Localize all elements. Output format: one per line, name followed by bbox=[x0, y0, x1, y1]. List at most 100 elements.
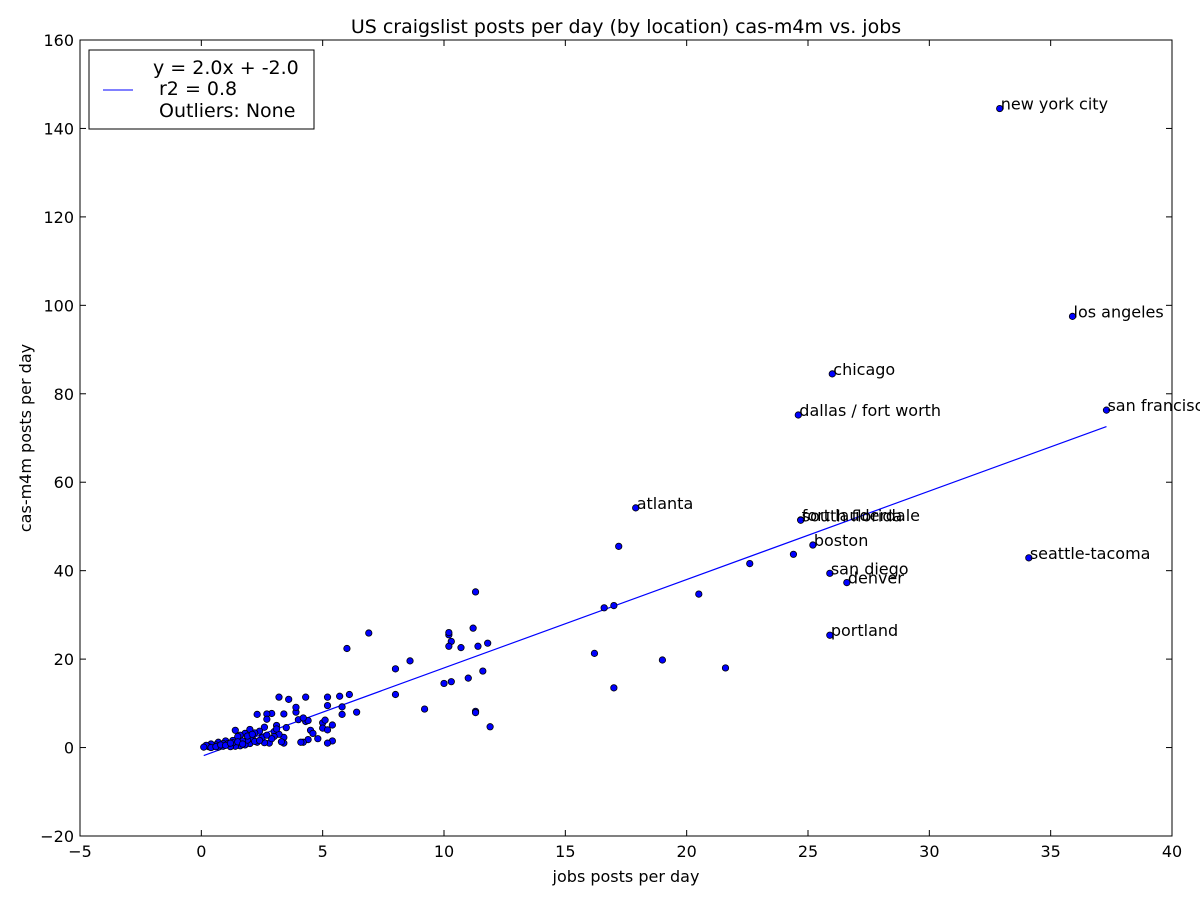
data-point bbox=[610, 602, 618, 610]
point-label: san diego bbox=[831, 559, 909, 578]
data-point bbox=[323, 693, 332, 701]
data-point bbox=[321, 716, 329, 724]
x-tick-label: 30 bbox=[919, 842, 939, 861]
data-point bbox=[479, 667, 487, 675]
point-label: denver bbox=[848, 569, 904, 588]
data-point bbox=[464, 674, 472, 682]
y-tick-label: 120 bbox=[43, 208, 74, 227]
point-label: chicago bbox=[833, 360, 895, 379]
point-label: atlanta bbox=[637, 494, 694, 513]
data-point bbox=[345, 690, 353, 699]
data-point bbox=[338, 703, 346, 711]
data-point bbox=[695, 590, 703, 598]
data-point bbox=[353, 708, 361, 716]
x-tick-label: 5 bbox=[318, 842, 328, 861]
x-tick-label: 10 bbox=[434, 842, 454, 861]
data-point bbox=[469, 624, 477, 632]
data-point bbox=[343, 644, 351, 653]
y-tick-label: 20 bbox=[54, 650, 74, 669]
x-tick-label: 0 bbox=[196, 842, 206, 861]
x-tick-label: 25 bbox=[798, 842, 818, 861]
legend-equation: y = 2.0x + -2.0 bbox=[153, 57, 299, 79]
x-tick-label: 40 bbox=[1162, 842, 1182, 861]
data-point bbox=[471, 588, 480, 596]
legend-outliers: Outliers: None bbox=[159, 100, 295, 122]
data-point bbox=[323, 726, 332, 734]
data-point bbox=[323, 701, 332, 710]
data-point bbox=[615, 542, 623, 550]
x-tick-label: 35 bbox=[1040, 842, 1060, 861]
labeled-data-point bbox=[809, 541, 817, 549]
data-point bbox=[610, 684, 618, 692]
data-point bbox=[658, 656, 667, 664]
labeled-data-point bbox=[797, 516, 805, 524]
labeled-data-point bbox=[826, 569, 834, 577]
data-point bbox=[277, 738, 286, 746]
data-point bbox=[299, 714, 307, 722]
data-points bbox=[200, 104, 1111, 752]
x-tick-label: −5 bbox=[68, 842, 92, 861]
data-point bbox=[789, 550, 798, 558]
chart-title: US craigslist posts per day (by location… bbox=[351, 16, 901, 38]
y-tick-label: −20 bbox=[40, 827, 74, 846]
y-tick-label: 60 bbox=[54, 473, 74, 492]
data-point bbox=[309, 729, 317, 738]
data-point bbox=[255, 736, 264, 745]
labeled-data-point bbox=[1025, 554, 1033, 562]
y-tick-label: 140 bbox=[43, 119, 74, 138]
axis-ticks: −5 0 5 10 15 20 25 30 35 40 −20 0 20 40 60 80 100 120 140 1… bbox=[40, 31, 1182, 861]
labeled-data-point bbox=[843, 579, 851, 587]
data-point bbox=[238, 740, 247, 748]
data-point bbox=[275, 693, 283, 701]
data-point bbox=[721, 664, 730, 672]
labeled-data-point bbox=[632, 504, 640, 512]
data-point bbox=[226, 739, 235, 747]
labeled-data-point bbox=[1102, 406, 1111, 414]
x-tick-label: 15 bbox=[555, 842, 575, 861]
data-point bbox=[297, 738, 305, 746]
labeled-data-point bbox=[996, 104, 1004, 113]
data-point bbox=[323, 739, 332, 747]
data-point bbox=[292, 703, 300, 711]
data-point bbox=[263, 715, 271, 723]
point-label: south florida bbox=[802, 506, 903, 525]
data-point bbox=[440, 679, 448, 688]
y-tick-label: 80 bbox=[54, 385, 74, 404]
y-tick-label: 0 bbox=[64, 739, 74, 758]
plot-frame bbox=[79, 39, 1173, 837]
data-point bbox=[328, 721, 336, 729]
data-point bbox=[200, 743, 208, 751]
legend-r2: r2 = 0.8 bbox=[159, 78, 237, 100]
data-point bbox=[474, 642, 482, 650]
x-axis-label: jobs posts per day bbox=[552, 867, 700, 886]
data-point bbox=[406, 657, 414, 665]
data-point bbox=[248, 730, 256, 738]
y-tick-label: 100 bbox=[43, 296, 74, 315]
data-point bbox=[338, 710, 346, 718]
data-point bbox=[263, 731, 271, 739]
point-label: dallas / fort worth bbox=[799, 401, 941, 420]
point-label: san francisco bbox=[1107, 396, 1200, 415]
data-point bbox=[260, 723, 269, 731]
data-point bbox=[445, 628, 453, 637]
data-point bbox=[486, 723, 494, 731]
fit-line-layer bbox=[203, 425, 1107, 757]
y-tick-label: 40 bbox=[54, 562, 74, 581]
y-tick-label: 160 bbox=[43, 31, 74, 50]
data-point bbox=[420, 705, 429, 713]
point-label: los angeles bbox=[1074, 302, 1164, 321]
data-point bbox=[391, 665, 400, 673]
point-label: new york city bbox=[1001, 95, 1108, 114]
data-point bbox=[282, 724, 290, 732]
data-point bbox=[391, 690, 400, 699]
data-point bbox=[285, 695, 293, 703]
x-tick-label: 20 bbox=[676, 842, 696, 861]
data-point bbox=[268, 735, 276, 743]
data-point bbox=[253, 710, 261, 718]
data-point bbox=[590, 649, 599, 657]
point-label: fort lauderdale bbox=[802, 506, 920, 525]
point-label: seattle-tacoma bbox=[1030, 544, 1151, 563]
data-point bbox=[272, 725, 281, 733]
data-point bbox=[336, 692, 344, 700]
